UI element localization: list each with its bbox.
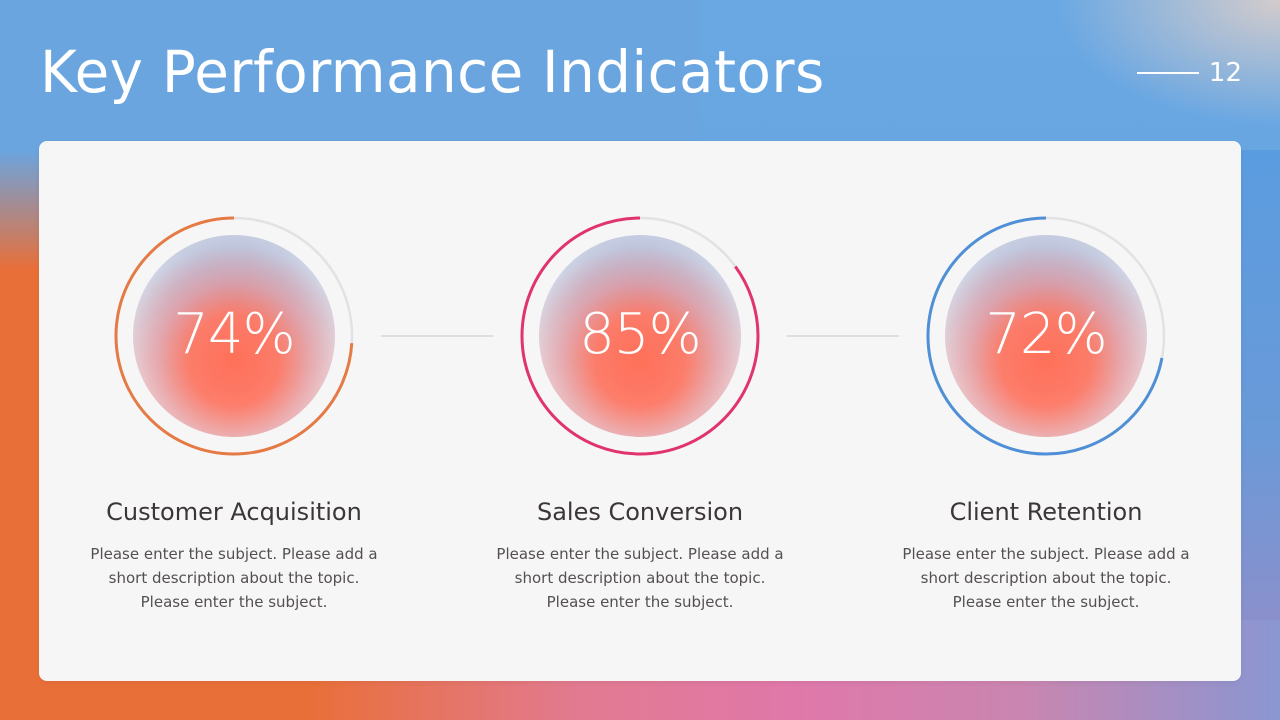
- gradient-orb: [539, 235, 741, 437]
- kpi-value: 72%: [985, 302, 1107, 368]
- kpi-customer-acquisition: 74% Customer Acquisition Please enter th…: [69, 141, 399, 681]
- slide-title: Key Performance Indicators: [40, 38, 825, 106]
- progress-ring: 72%: [925, 215, 1167, 457]
- kpi-value: 74%: [173, 302, 295, 368]
- kpi-description: Please enter the subject. Please add a s…: [496, 545, 784, 611]
- kpi-sales-conversion: 85% Sales Conversion Please enter the su…: [475, 141, 805, 681]
- kpi-label: Customer Acquisition: [106, 498, 362, 526]
- kpi-description: Please enter the subject. Please add a s…: [90, 545, 378, 611]
- kpi-client-retention: 72% Client Retention Please enter the su…: [881, 141, 1211, 681]
- connector-line: [787, 335, 899, 337]
- progress-ring-icon: [926, 216, 1166, 456]
- progress-ring: 85%: [519, 215, 761, 457]
- page-indicator-line: [1136, 72, 1199, 74]
- page-number: 12: [1208, 58, 1242, 88]
- kpi-label: Sales Conversion: [536, 498, 744, 526]
- progress-ring-icon: [114, 216, 354, 456]
- kpi-label: Client Retention: [949, 498, 1143, 526]
- progress-ring: 74%: [113, 215, 355, 457]
- kpi-value: 85%: [579, 302, 701, 368]
- gradient-orb: [133, 235, 335, 437]
- connector-line: [381, 335, 493, 337]
- gradient-orb: [945, 235, 1147, 437]
- kpi-card: 74% Customer Acquisition Please enter th…: [39, 141, 1241, 681]
- progress-ring-icon: [520, 216, 760, 456]
- page-indicator: 12: [1136, 58, 1242, 88]
- kpi-description: Please enter the subject. Please add a s…: [902, 545, 1190, 611]
